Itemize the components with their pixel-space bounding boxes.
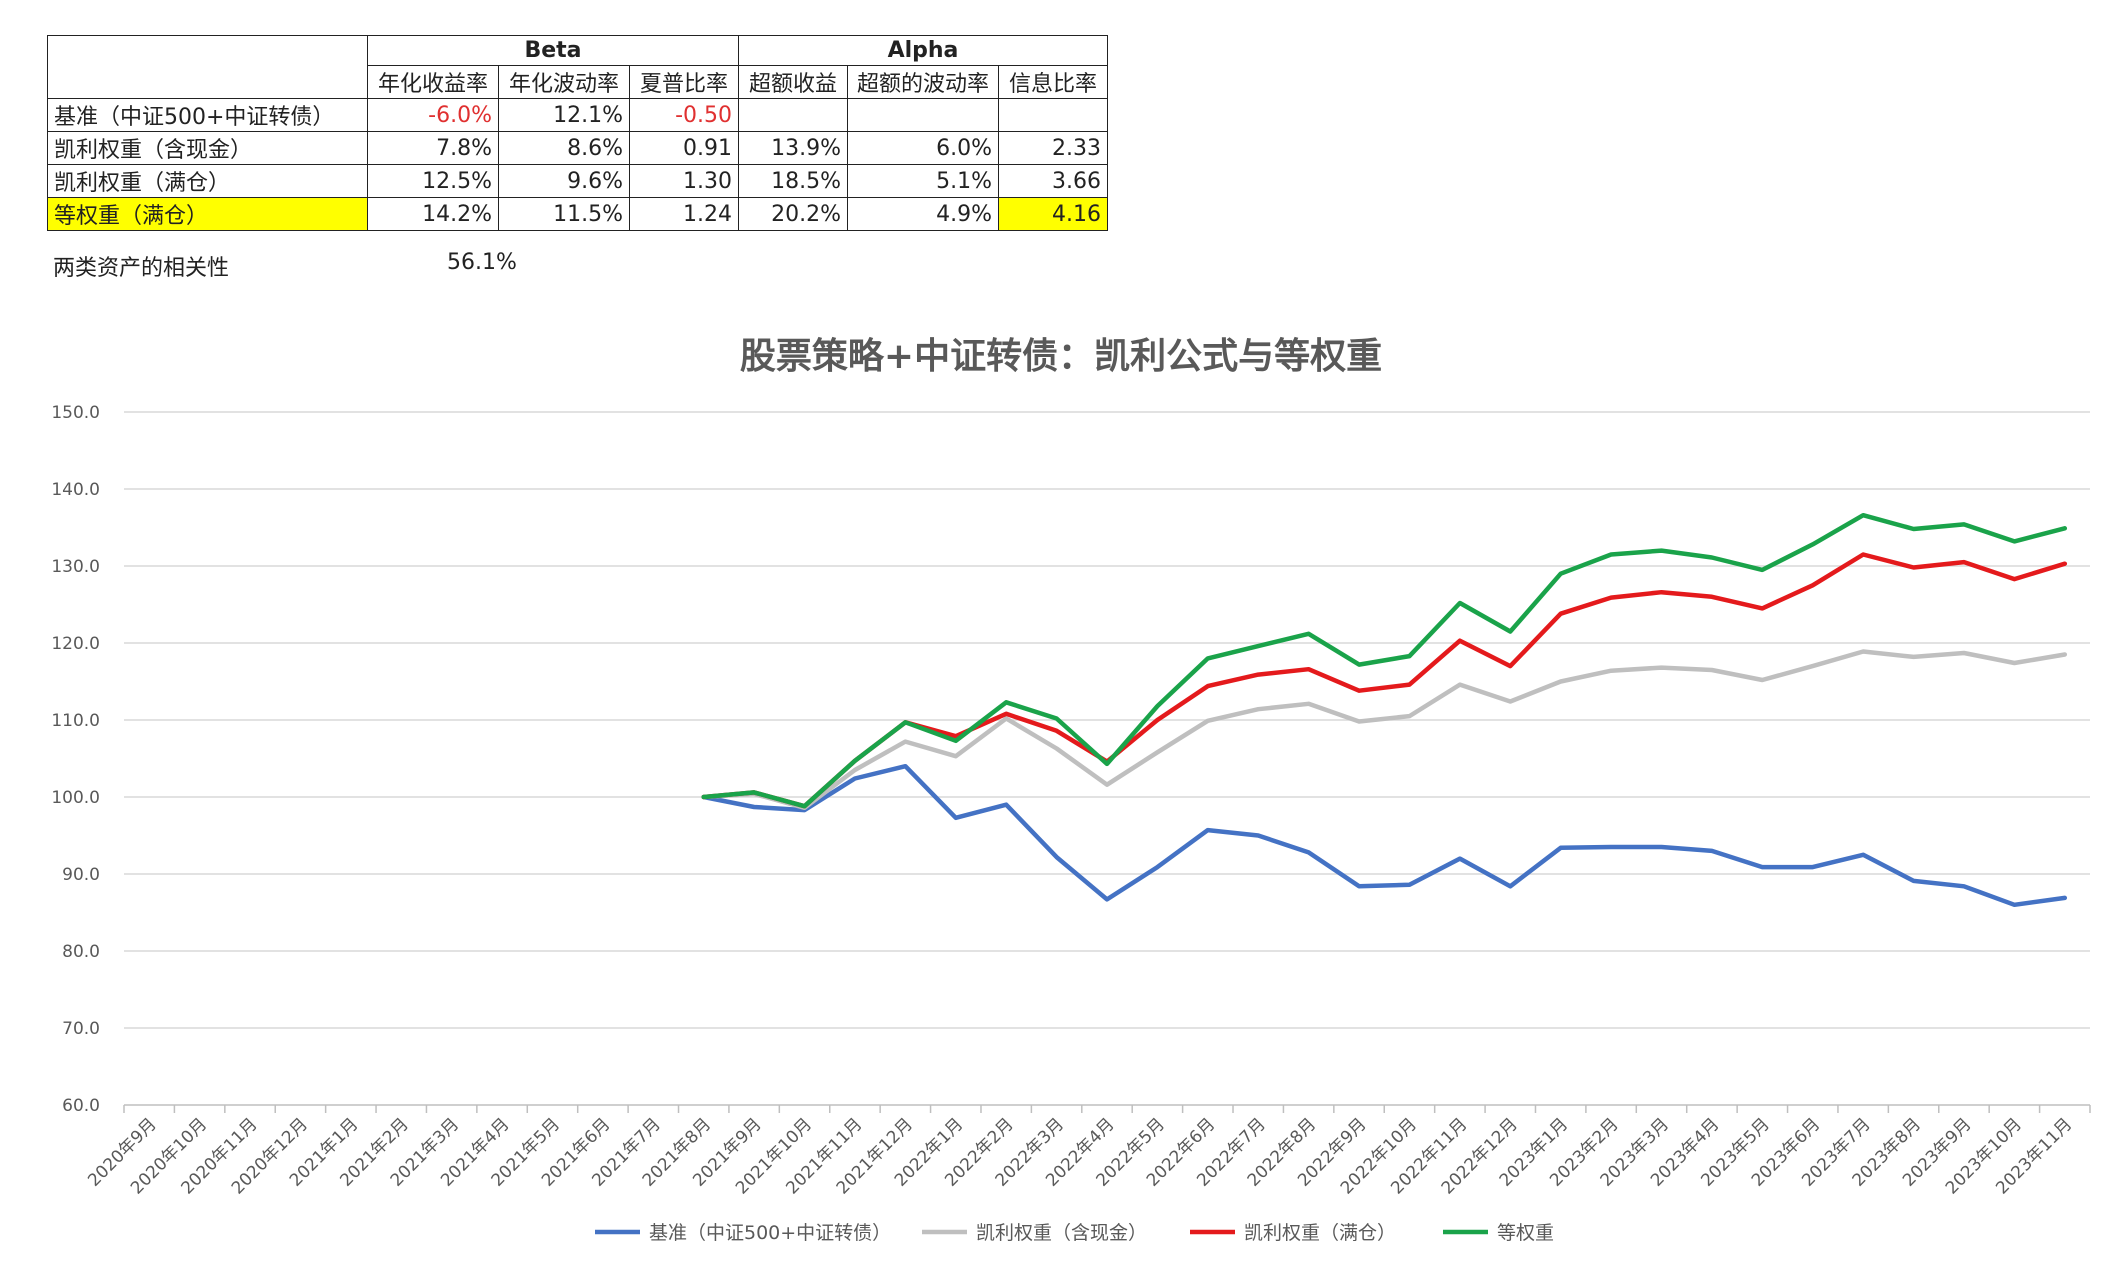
y-tick-label: 150.0 bbox=[51, 403, 100, 423]
correlation-label: 两类资产的相关性 bbox=[53, 256, 230, 281]
axes: 60.0 70.0 80.0 90.0 100.0 110.0 120.0 130.0 140.… bbox=[51, 403, 2091, 1198]
table-cell: 2.33 bbox=[998, 131, 1108, 165]
table-cell: 0.91 bbox=[629, 131, 739, 165]
table-cell: -0.50 bbox=[629, 98, 739, 132]
y-tick-label: 60.0 bbox=[62, 1096, 100, 1116]
grid-lines bbox=[124, 411, 2090, 1029]
row-label: 凯利权重（含现金） bbox=[47, 131, 368, 165]
y-tick-label: 120.0 bbox=[51, 634, 100, 654]
y-tick-label: 130.0 bbox=[51, 557, 100, 577]
stats-table: Beta Alpha 年化收益率 年化波动率 夏普比率 超额收益 超额的波动率 … bbox=[47, 35, 1108, 231]
legend-label: 凯利权重（含现金） bbox=[976, 1222, 1147, 1244]
table-corner-cell bbox=[47, 35, 368, 99]
table-cell: 1.30 bbox=[629, 164, 739, 198]
table-cell: 12.5% bbox=[367, 164, 499, 198]
table-cell: 5.1% bbox=[847, 164, 999, 198]
column-header-sharpe-ratio: 夏普比率 bbox=[629, 65, 739, 99]
table-row: 等权重（满仓） 14.2% 11.5% 1.24 20.2% 4.9% 4.16 bbox=[47, 197, 1108, 231]
y-tick-label: 140.0 bbox=[51, 480, 100, 500]
series-line-0 bbox=[701, 763, 2068, 908]
table-cell: 12.1% bbox=[498, 98, 630, 132]
table-column-header-row: 年化收益率 年化波动率 夏普比率 超额收益 超额的波动率 信息比率 bbox=[48, 65, 1108, 99]
table-cell bbox=[998, 98, 1108, 132]
column-header-excess-volatility: 超额的波动率 bbox=[847, 65, 999, 99]
chart-legend: 基准（中证500+中证转债） 凯利权重（含现金） 凯利权重（满仓） 等权重 bbox=[595, 1222, 1554, 1244]
table-row: 凯利权重（含现金） 7.8% 8.6% 0.91 13.9% 6.0% 2.33 bbox=[47, 131, 1108, 165]
chart-title: 股票策略+中证转债：凯利公式与等权重 bbox=[740, 336, 1382, 377]
table-cell: 4.16 bbox=[998, 197, 1108, 231]
table-cell: 14.2% bbox=[367, 197, 499, 231]
series-lines bbox=[701, 512, 2068, 908]
y-tick-label: 110.0 bbox=[51, 711, 100, 731]
y-tick-label: 70.0 bbox=[62, 1019, 100, 1039]
table-row: 凯利权重（满仓） 12.5% 9.6% 1.30 18.5% 5.1% 3.66 bbox=[47, 164, 1108, 198]
column-header-information-ratio: 信息比率 bbox=[998, 65, 1108, 99]
table-cell: 7.8% bbox=[367, 131, 499, 165]
y-tick-label: 90.0 bbox=[62, 865, 100, 885]
column-header-annual-return: 年化收益率 bbox=[367, 65, 499, 99]
y-tick-label: 100.0 bbox=[51, 788, 100, 808]
stats-table-body: 基准（中证500+中证转债） -6.0% 12.1% -0.50 凯利权重（含现金） 7.… bbox=[47, 98, 1108, 231]
legend-label: 基准（中证500+中证转债） bbox=[649, 1222, 891, 1244]
column-header-annual-volatility: 年化波动率 bbox=[498, 65, 630, 99]
row-label: 基准（中证500+中证转债） bbox=[47, 98, 368, 132]
series-line-3 bbox=[701, 512, 2068, 809]
table-cell: 9.6% bbox=[498, 164, 630, 198]
table-cell: -6.0% bbox=[367, 98, 499, 132]
table-cell bbox=[738, 98, 848, 132]
table-cell: 13.9% bbox=[738, 131, 848, 165]
table-cell: 6.0% bbox=[847, 131, 999, 165]
correlation-value: 56.1% bbox=[447, 250, 517, 275]
table-cell: 4.9% bbox=[847, 197, 999, 231]
legend-label: 凯利权重（满仓） bbox=[1244, 1222, 1396, 1244]
table-cell: 3.66 bbox=[998, 164, 1108, 198]
table-cell: 20.2% bbox=[738, 197, 848, 231]
legend-label: 等权重 bbox=[1497, 1222, 1554, 1244]
table-cell: 11.5% bbox=[498, 197, 630, 231]
y-tick-label: 80.0 bbox=[62, 942, 100, 962]
row-label: 凯利权重（满仓） bbox=[47, 164, 368, 198]
row-label: 等权重（满仓） bbox=[47, 197, 368, 231]
table-row: 基准（中证500+中证转债） -6.0% 12.1% -0.50 bbox=[47, 98, 1108, 132]
series-line-1 bbox=[701, 649, 2068, 811]
table-cell: 8.6% bbox=[498, 131, 630, 165]
table-cell: 1.24 bbox=[629, 197, 739, 231]
column-header-excess-return: 超额收益 bbox=[738, 65, 848, 99]
